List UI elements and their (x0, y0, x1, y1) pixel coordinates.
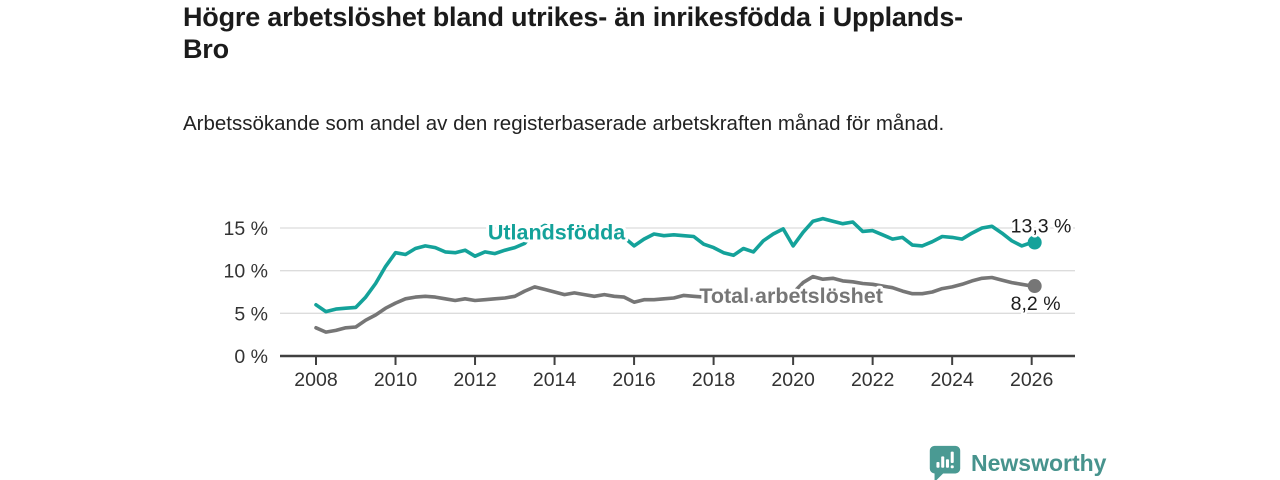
newsworthy-brand: Newsworthy (928, 444, 1106, 480)
end-value-label-utlandsf-dda: 13,3 % (1011, 216, 1072, 238)
chart-subtitle: Arbetssökande som andel av den registerb… (183, 112, 945, 135)
end-value-label-total-arbetsl-shet: 8,2 % (1011, 293, 1061, 315)
x-tick-label-2018: 2018 (692, 369, 735, 391)
series-line-utlandsf-dda (314, 216, 1034, 314)
page-title: Högre arbetslöshet bland utrikes- än inr… (183, 2, 963, 64)
series-end-dot-utlandsf-dda (1027, 235, 1042, 250)
x-tick-label-2008: 2008 (294, 369, 337, 391)
x-tick-label-2014: 2014 (533, 369, 577, 391)
y-tick-label-0: 0 % (234, 346, 268, 368)
x-tick-label-2022: 2022 (851, 369, 894, 391)
series-line-total-arbetsl-shet (314, 274, 1034, 334)
series-label-total-arbetsl-shet: Total arbetslöshet (699, 284, 883, 308)
x-tick-label-2020: 2020 (771, 369, 815, 391)
series-label-utlandsf-dda: Utlandsfödda (488, 220, 626, 244)
y-tick-label-15: 15 % (224, 218, 268, 240)
newsworthy-logo-icon (929, 445, 961, 480)
newsworthy-brand-name: Newsworthy (971, 449, 1107, 476)
x-tick-label-2024: 2024 (930, 369, 974, 391)
x-tick-label-2026: 2026 (1010, 369, 1053, 391)
x-tick-label-2016: 2016 (612, 369, 655, 391)
x-tick-label-2012: 2012 (453, 369, 496, 391)
series-end-dot-total-arbetsl-shet (1027, 279, 1042, 294)
y-tick-label-10: 10 % (224, 261, 268, 283)
y-tick-label-5: 5 % (234, 303, 268, 325)
x-tick-label-2010: 2010 (374, 369, 418, 391)
